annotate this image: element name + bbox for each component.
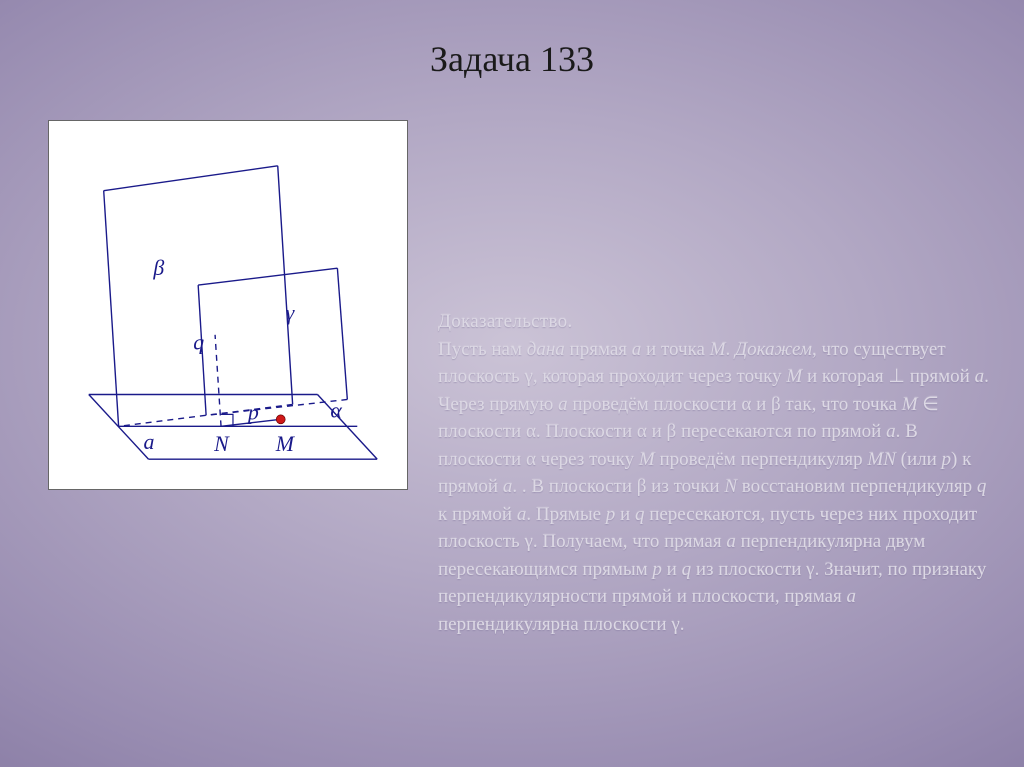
proof-body: Пусть нам дана прямая a и точка M. Докаж… — [438, 336, 998, 639]
proof-heading: Доказательство. — [438, 308, 998, 336]
page-title: Задача 133 — [0, 38, 1024, 80]
svg-text:q: q — [193, 331, 204, 355]
proof-text: Доказательство. Пусть нам дана прямая a … — [438, 308, 998, 639]
svg-text:M: M — [275, 432, 296, 456]
svg-text:N: N — [213, 432, 230, 456]
geometry-figure: β γ α q p a N M — [48, 120, 408, 490]
svg-text:a: a — [143, 430, 154, 454]
svg-text:α: α — [330, 398, 342, 422]
svg-text:p: p — [246, 400, 259, 424]
geometry-svg: β γ α q p a N M — [49, 121, 407, 489]
svg-text:β: β — [152, 256, 164, 280]
svg-text:γ: γ — [286, 301, 296, 325]
